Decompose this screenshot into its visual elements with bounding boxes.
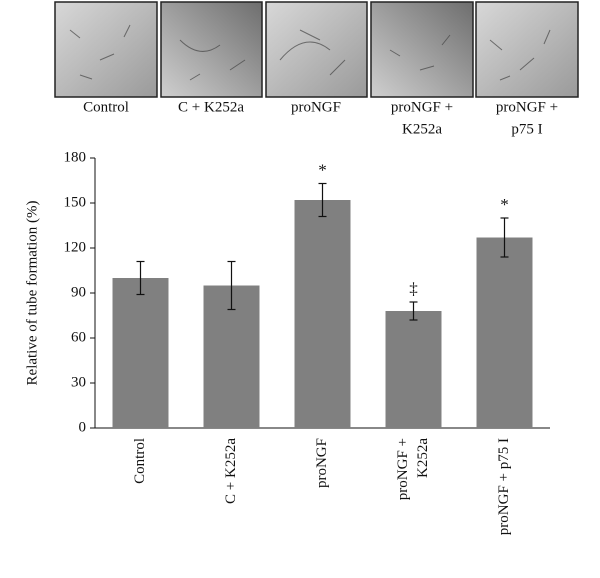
panel-label: C + K252a <box>178 99 244 115</box>
bar <box>112 278 169 428</box>
y-axis-label: Relative of tube formation (%) <box>24 201 40 386</box>
significance-marker: ‡ <box>409 279 418 298</box>
micrograph <box>265 1 368 98</box>
bar <box>294 200 351 428</box>
panel-label: proNGF + <box>496 99 558 115</box>
error-bar <box>500 217 509 258</box>
micrographs <box>54 1 579 98</box>
micrograph <box>475 1 579 98</box>
panel-label: p75 I <box>511 121 542 137</box>
y-tick-label: 180 <box>64 149 87 165</box>
cells <box>489 29 551 81</box>
x-tick-label: Control <box>132 438 148 484</box>
x-tick-label: proNGF + <box>395 438 411 500</box>
y-tick-label: 60 <box>71 329 86 345</box>
y-tick-label: 120 <box>64 239 87 255</box>
error-bar <box>227 260 236 311</box>
panel-label: proNGF <box>291 99 341 115</box>
y-tick-label: 30 <box>71 374 86 390</box>
x-tick-label: proNGF + p75 I <box>496 438 512 535</box>
cells <box>389 34 451 71</box>
x-tick-label: proNGF <box>314 438 330 488</box>
panel-label: Control <box>83 99 129 115</box>
cells <box>69 24 131 80</box>
error-bar <box>136 260 145 296</box>
x-tick-label: C + K252a <box>223 438 239 504</box>
error-bar <box>318 182 327 218</box>
significance-marker: * <box>318 160 327 179</box>
x-tick-label: K252a <box>415 438 431 478</box>
micrograph <box>54 1 158 98</box>
cells <box>179 39 246 81</box>
micrograph <box>370 1 474 98</box>
y-tick-label: 0 <box>79 419 87 435</box>
y-tick-label: 150 <box>64 194 87 210</box>
panel-label: K252a <box>402 121 442 137</box>
bar <box>385 311 442 428</box>
significance-marker: * <box>500 195 509 214</box>
cells <box>279 29 346 76</box>
error-bar <box>409 301 418 321</box>
bar <box>476 237 533 428</box>
cell-texture <box>69 24 551 81</box>
y-tick-label: 90 <box>71 284 86 300</box>
panel-label: proNGF + <box>391 99 453 115</box>
